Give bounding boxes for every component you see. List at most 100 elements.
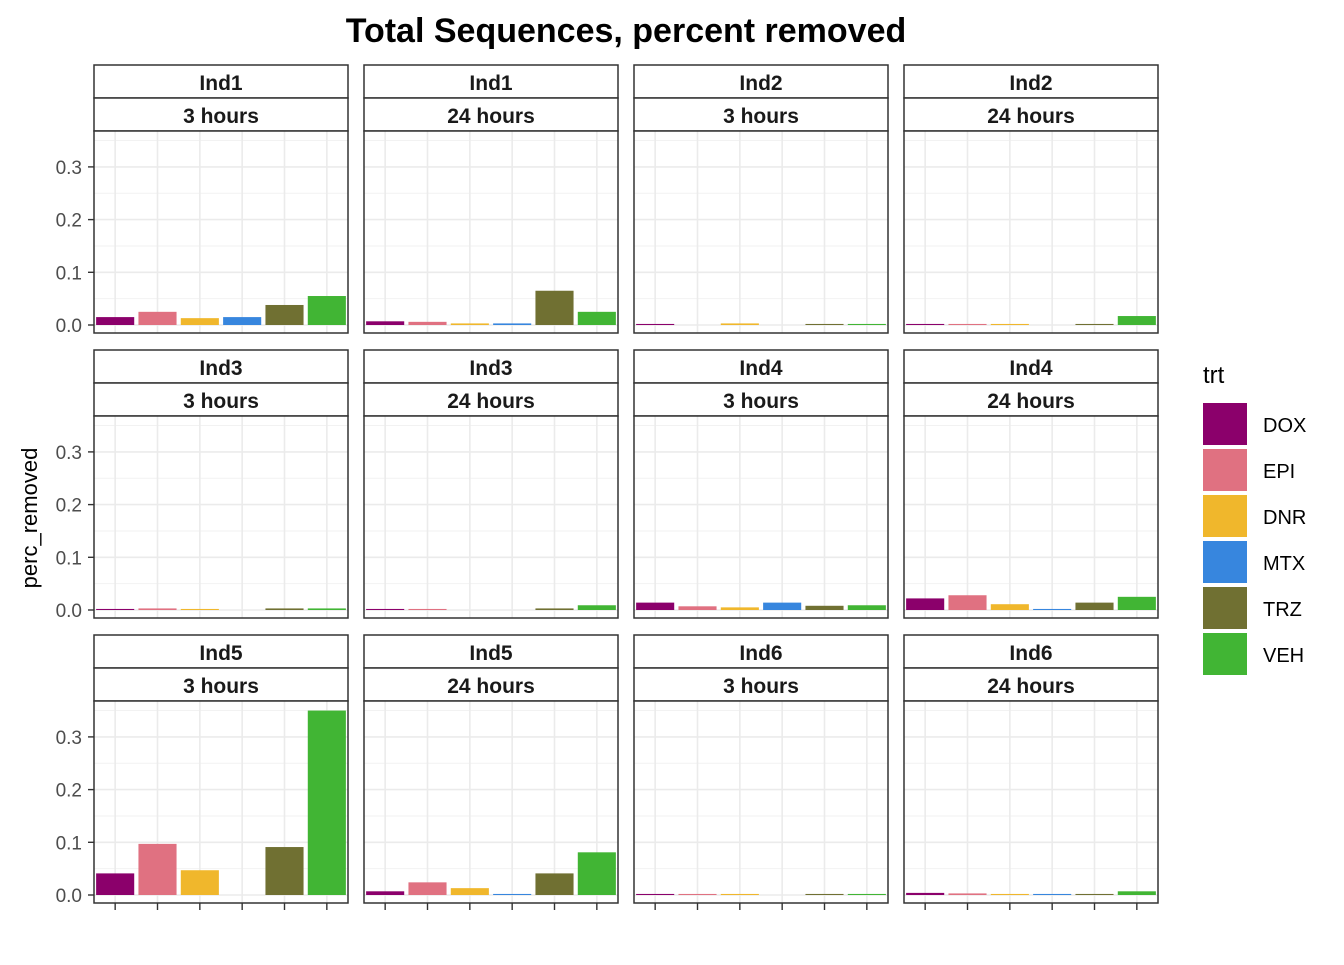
strip-label-individual: Ind6 bbox=[1009, 642, 1052, 665]
strip-label-time: 3 hours bbox=[723, 390, 799, 413]
y-tick-label: 0.3 bbox=[56, 158, 82, 179]
panel-background bbox=[94, 416, 348, 618]
bar-dox bbox=[636, 602, 675, 610]
panel-border bbox=[903, 700, 1159, 904]
bar-epi bbox=[408, 321, 447, 325]
facet-panel: Ind2 3 hours bbox=[633, 64, 889, 334]
y-tick-label: 0.2 bbox=[56, 211, 82, 232]
strip-label-individual: Ind4 bbox=[1009, 357, 1052, 380]
strip-label-time: 24 hours bbox=[987, 390, 1075, 413]
bar-dox bbox=[96, 317, 135, 325]
facet-panel: Ind5 24 hours bbox=[363, 634, 619, 910]
y-tick-label: 0.1 bbox=[56, 548, 82, 569]
strip-label-individual: Ind3 bbox=[199, 357, 242, 380]
bar-trz bbox=[1075, 893, 1114, 895]
bar-dnr bbox=[720, 893, 759, 895]
y-tick-label: 0.0 bbox=[56, 601, 82, 622]
bar-veh bbox=[307, 710, 346, 895]
panel-background bbox=[904, 416, 1158, 618]
panel-background bbox=[904, 701, 1158, 903]
bar-mtx bbox=[763, 602, 802, 610]
panel-border bbox=[363, 130, 619, 334]
bar-trz bbox=[535, 290, 574, 325]
bar-dnr bbox=[990, 893, 1029, 895]
strip-time bbox=[93, 97, 349, 132]
bar-epi bbox=[408, 608, 447, 610]
bar-dox bbox=[366, 608, 405, 610]
panel-border bbox=[93, 700, 349, 904]
legend-label-mtx: MTX bbox=[1263, 553, 1305, 575]
bar-epi bbox=[948, 323, 987, 325]
chart-title: Total Sequences, percent removed bbox=[346, 12, 907, 50]
legend-key-epi bbox=[1203, 449, 1247, 491]
bar-trz bbox=[805, 323, 844, 325]
panel-border bbox=[903, 130, 1159, 334]
facet-panel: Ind5 3 hours 0.0 0.1 0.2 0.3 bbox=[56, 634, 349, 910]
strip-label-time: 3 hours bbox=[183, 390, 259, 413]
panel-background bbox=[94, 131, 348, 333]
strip-label-time: 3 hours bbox=[183, 105, 259, 128]
panel-background bbox=[904, 131, 1158, 333]
strip-label-individual: Ind5 bbox=[469, 642, 512, 665]
strip-time bbox=[633, 97, 889, 132]
bar-epi bbox=[138, 843, 177, 895]
bar-dox bbox=[906, 323, 945, 325]
strip-individual bbox=[93, 64, 349, 99]
strip-individual bbox=[903, 349, 1159, 384]
y-tick-label: 0.0 bbox=[56, 316, 82, 337]
legend-label-epi: EPI bbox=[1263, 461, 1295, 483]
bar-trz bbox=[805, 893, 844, 895]
bar-dox bbox=[96, 873, 135, 895]
bar-dnr bbox=[180, 870, 219, 895]
strip-time bbox=[633, 667, 889, 702]
y-tick-label: 0.2 bbox=[56, 496, 82, 517]
strip-time bbox=[93, 667, 349, 702]
bar-veh bbox=[577, 852, 616, 895]
legend-label-dox: DOX bbox=[1263, 415, 1306, 437]
strip-individual bbox=[633, 634, 889, 669]
bar-dnr bbox=[180, 318, 219, 325]
bar-trz bbox=[265, 304, 304, 325]
strip-label-time: 24 hours bbox=[447, 390, 535, 413]
bar-trz bbox=[1075, 602, 1114, 610]
legend: trt DOX EPI DNR MTX TRZ VEH bbox=[1203, 362, 1306, 675]
panel-border bbox=[93, 130, 349, 334]
strip-label-individual: Ind2 bbox=[739, 72, 782, 95]
y-tick-label: 0.0 bbox=[56, 886, 82, 907]
strip-label-individual: Ind2 bbox=[1009, 72, 1052, 95]
bar-epi bbox=[948, 893, 987, 895]
strip-individual bbox=[363, 349, 619, 384]
bar-veh bbox=[1117, 891, 1156, 895]
bar-dnr bbox=[990, 323, 1029, 325]
panel-border bbox=[633, 700, 889, 904]
facets-layer: Ind1 3 hours 0.0 0.1 0.2 0.3 Ind1 24 hours Ind2 3… bbox=[56, 64, 1159, 910]
legend-key-dnr bbox=[1203, 495, 1247, 537]
y-tick-label: 0.2 bbox=[56, 781, 82, 802]
strip-individual bbox=[93, 634, 349, 669]
panel-background bbox=[364, 701, 618, 903]
strip-label-time: 24 hours bbox=[447, 675, 535, 698]
bar-epi bbox=[678, 893, 717, 895]
strip-time bbox=[363, 97, 619, 132]
legend-label-veh: VEH bbox=[1263, 645, 1304, 667]
strip-label-time: 24 hours bbox=[987, 105, 1075, 128]
bar-mtx bbox=[223, 317, 262, 325]
bar-dox bbox=[906, 598, 945, 610]
facet-panel: Ind1 24 hours bbox=[363, 64, 619, 334]
strip-label-time: 24 hours bbox=[987, 675, 1075, 698]
bar-dnr bbox=[450, 888, 489, 895]
bar-veh bbox=[307, 608, 346, 610]
bar-trz bbox=[1075, 323, 1114, 325]
bar-dox bbox=[906, 892, 945, 895]
bar-mtx bbox=[493, 893, 532, 895]
legend-label-dnr: DNR bbox=[1263, 507, 1306, 529]
legend-label-trz: TRZ bbox=[1263, 599, 1302, 621]
strip-individual bbox=[633, 349, 889, 384]
strip-label-individual: Ind1 bbox=[199, 72, 242, 95]
bar-epi bbox=[138, 608, 177, 610]
facet-panel: Ind4 24 hours bbox=[903, 349, 1159, 619]
strip-time bbox=[633, 382, 889, 417]
panel-background bbox=[364, 416, 618, 618]
bar-veh bbox=[307, 296, 346, 325]
